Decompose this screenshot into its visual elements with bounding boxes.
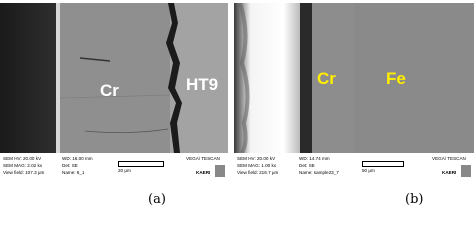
brand-text: VEGA\ TESCAN [432, 156, 466, 161]
micrograph [0, 3, 228, 153]
phase-label: Cr [100, 81, 119, 100]
info-text: View field: 107.3 μm [3, 170, 45, 175]
info-bar: SEM HV: 20.00 kV SEM MAG: 1.00 kx View f… [234, 153, 474, 181]
caption: (b) [405, 192, 424, 207]
info-text: Det: SE [62, 163, 78, 168]
info-text: Name: sample23_7 [299, 170, 339, 175]
figure: Cr HT9 SEM HV: 20.00 kV SEM MAG: 2.02 kx… [0, 3, 474, 207]
org-text: KAERI [196, 170, 211, 175]
scale-text: 20 μm [118, 168, 131, 173]
info-text: Name: 6_1 [62, 170, 85, 175]
sem-image-b: Cr Fe SEM HV: 20.00 kV SEM MAG: 1.00 kx … [234, 3, 474, 181]
logo [461, 165, 471, 177]
phase-label: HT9 [186, 75, 219, 94]
info-text: SEM HV: 20.00 kV [237, 156, 276, 161]
info-bar: SEM HV: 20.00 kV SEM MAG: 2.02 kx View f… [0, 153, 228, 181]
scale-bar [362, 161, 404, 167]
info-text: Det: SE [299, 163, 315, 168]
info-text: SEM HV: 20.00 kV [3, 156, 42, 161]
logo [215, 165, 225, 177]
info-text: SEM MAG: 2.02 kx [3, 163, 43, 168]
caption: (a) [148, 192, 166, 207]
info-text: SEM MAG: 1.00 kx [237, 163, 277, 168]
scale-text: 50 μm [362, 168, 375, 173]
info-text: WD: 14.74 mm [299, 156, 330, 161]
scale-bar [118, 161, 164, 167]
brand-text: VEGA\ TESCAN [186, 156, 220, 161]
info-text: WD: 16.00 mm [62, 156, 93, 161]
phase-label: Cr [317, 69, 336, 88]
micrograph [234, 3, 474, 153]
info-text: View field: 216.7 μm [237, 170, 279, 175]
org-text: KAERI [442, 170, 457, 175]
phase-label: Fe [386, 69, 406, 88]
sem-image-a: Cr HT9 SEM HV: 20.00 kV SEM MAG: 2.02 kx… [0, 3, 228, 181]
